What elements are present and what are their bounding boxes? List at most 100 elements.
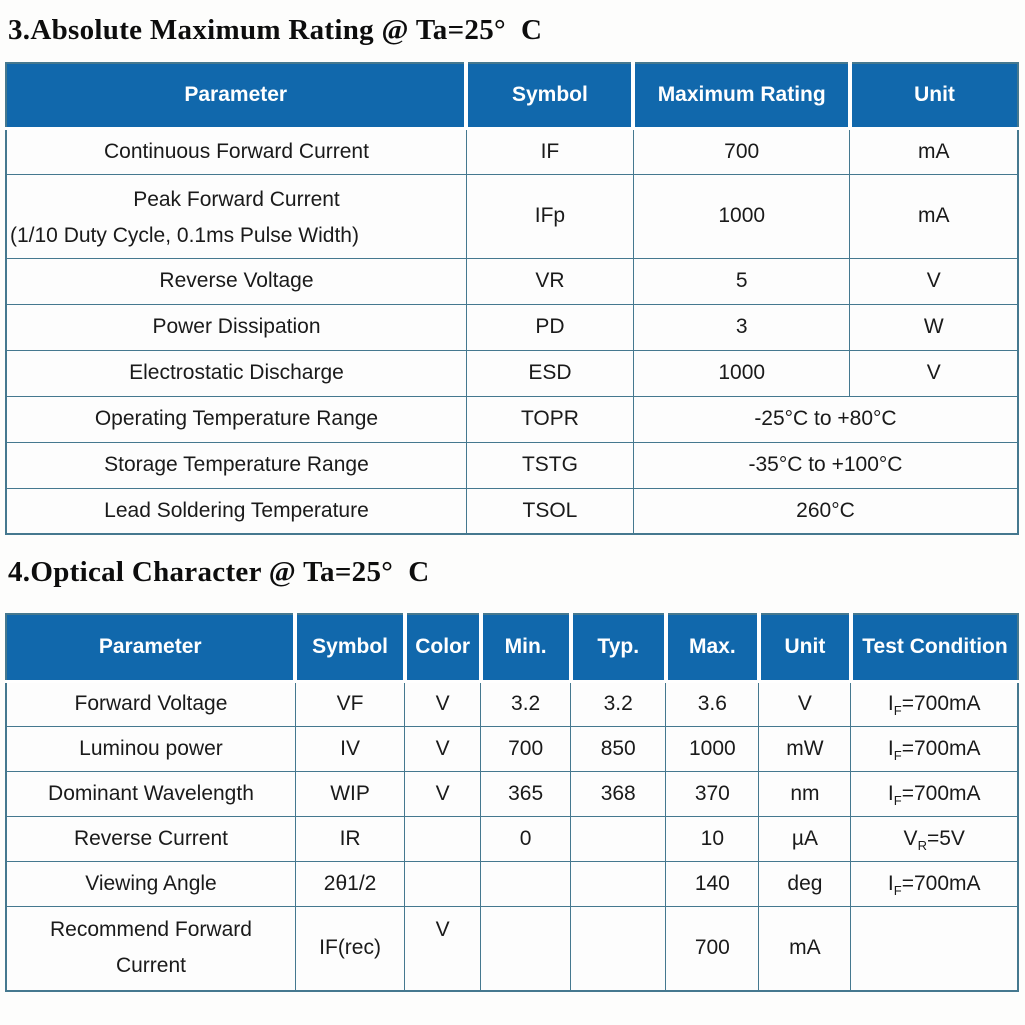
- typ-cell: [570, 815, 667, 862]
- min-cell: 3.2: [480, 680, 572, 727]
- table-row: Luminou power IV V 700 850 1000 mW IF=70…: [5, 725, 1019, 772]
- min-cell: [480, 905, 572, 992]
- test-condition-cell: IF=700mA: [850, 770, 1019, 817]
- parameter-cell: Recommend Forward Current: [5, 905, 296, 992]
- unit-cell: mW: [758, 725, 852, 772]
- test-condition-subscript: F: [893, 747, 902, 763]
- column-header-parameter: Parameter: [6, 614, 296, 683]
- parameter-cell: Dominant Wavelength: [5, 770, 296, 817]
- test-condition-text: =700mA: [901, 736, 981, 760]
- column-header-parameter: Parameter: [6, 63, 467, 130]
- parameter-cell: Reverse Current: [5, 815, 296, 862]
- test-condition-text: =5V: [926, 826, 965, 850]
- test-condition-cell: IF=700mA: [850, 725, 1019, 772]
- parameter-cell: Reverse Voltage: [5, 257, 467, 305]
- test-condition-subscript: F: [893, 792, 902, 808]
- table-row: Recommend Forward Current IF(rec) V 700 …: [5, 905, 1019, 992]
- typ-cell: [570, 905, 667, 992]
- symbol-cell: IF(rec): [294, 905, 406, 992]
- symbol-cell: PD: [465, 303, 634, 351]
- symbol-cell: IFp: [465, 173, 634, 259]
- max-cell: 1000: [665, 725, 760, 772]
- color-cell: [404, 815, 482, 862]
- test-condition-text: =700mA: [901, 781, 981, 805]
- symbol-cell: IV: [294, 725, 406, 772]
- parameter-cell: Lead Soldering Temperature: [5, 487, 467, 535]
- test-condition-text: V: [903, 826, 918, 850]
- symbol-cell: VF: [294, 680, 406, 727]
- symbol-cell: VR: [465, 257, 634, 305]
- color-cell: V: [404, 905, 482, 992]
- rating-span-cell: -25°C to +80°C: [632, 395, 1019, 443]
- parameter-cell: Electrostatic Discharge: [5, 349, 467, 397]
- unit-cell: V: [758, 680, 852, 727]
- test-condition-text: =700mA: [901, 692, 981, 715]
- section-title-optical-character: 4.Optical Character @ Ta=25° C: [8, 556, 430, 588]
- absolute-maximum-rating-table: Parameter Symbol Maximum Rating Unit Con…: [5, 62, 1019, 535]
- max-cell: 10: [665, 815, 760, 862]
- typ-cell: [570, 860, 667, 907]
- table-header-row: Parameter Symbol Maximum Rating Unit: [6, 63, 1018, 130]
- symbol-cell: IF: [465, 127, 634, 175]
- datasheet-page: 3.Absolute Maximum Rating @ Ta=25° C Par…: [5, 14, 1019, 992]
- rating-cell: 700: [632, 127, 851, 175]
- table-row: Power Dissipation PD 3 W: [5, 303, 1019, 351]
- optical-character-table: Parameter Symbol Color Min. Typ. Max. Un…: [5, 613, 1019, 992]
- unit-cell: V: [849, 257, 1019, 305]
- unit-cell: mA: [849, 127, 1019, 175]
- min-cell: 700: [480, 725, 572, 772]
- column-header-min: Min.: [478, 614, 571, 683]
- column-header-maximum-rating: Maximum Rating: [631, 63, 850, 130]
- column-header-unit: Unit: [847, 63, 1018, 130]
- parameter-cell: Peak Forward Current (1/10 Duty Cycle, 0…: [5, 173, 467, 259]
- column-header-color: Color: [402, 614, 481, 683]
- test-condition-text: =700mA: [901, 871, 981, 895]
- color-cell: V: [404, 725, 482, 772]
- max-cell: 370: [665, 770, 760, 817]
- rating-span-cell: 260°C: [632, 487, 1019, 535]
- max-cell: 700: [665, 905, 760, 992]
- symbol-cell: WIP: [294, 770, 406, 817]
- test-condition-subscript: R: [917, 837, 927, 853]
- table-row: Peak Forward Current (1/10 Duty Cycle, 0…: [5, 173, 1019, 259]
- parameter-line2: Current: [115, 954, 186, 978]
- min-cell: 0: [480, 815, 572, 862]
- unit-cell: V: [849, 349, 1019, 397]
- table-row: Dominant Wavelength WIP V 365 368 370 nm…: [5, 770, 1019, 817]
- color-cell: V: [404, 770, 482, 817]
- typ-cell: 3.2: [570, 680, 667, 727]
- parameter-cell: Power Dissipation: [5, 303, 467, 351]
- parameter-cell: Operating Temperature Range: [5, 395, 467, 443]
- parameter-cell: Luminou power: [5, 725, 296, 772]
- table-row: Reverse Voltage VR 5 V: [5, 257, 1019, 305]
- symbol-cell: ESD: [465, 349, 634, 397]
- parameter-line1: Peak Forward Current: [133, 187, 340, 211]
- table-row: Lead Soldering Temperature TSOL 260°C: [5, 487, 1019, 535]
- column-header-test-condition: Test Condition: [848, 614, 1018, 683]
- column-header-symbol: Symbol: [293, 614, 405, 683]
- test-condition-text: I: [887, 692, 894, 715]
- table-row: Viewing Angle 2θ1/2 140 deg IF=700mA: [5, 860, 1019, 907]
- typ-cell: 368: [570, 770, 667, 817]
- rating-span-cell: -35°C to +100°C: [632, 441, 1019, 489]
- test-condition-text: I: [887, 781, 894, 805]
- color-cell: [404, 860, 482, 907]
- symbol-cell: IR: [294, 815, 406, 862]
- section-title-absolute-maximum-rating: 3.Absolute Maximum Rating @ Ta=25° C: [8, 14, 543, 46]
- table-row: Forward Voltage VF V 3.2 3.2 3.6 V IF=70…: [5, 680, 1019, 727]
- rating-cell: 1000: [632, 349, 851, 397]
- symbol-cell: TSOL: [465, 487, 634, 535]
- table-row: Reverse Current IR 0 10 µA VR=5V: [5, 815, 1019, 862]
- unit-cell: mA: [849, 173, 1019, 259]
- max-cell: 3.6: [665, 680, 760, 727]
- symbol-cell: 2θ1/2: [294, 860, 406, 907]
- parameter-cell: Forward Voltage: [5, 680, 296, 727]
- min-cell: 365: [480, 770, 572, 817]
- test-condition-cell: IF=700mA: [850, 680, 1019, 727]
- rating-cell: 3: [632, 303, 851, 351]
- table-row: Continuous Forward Current IF 700 mA: [5, 127, 1019, 175]
- test-condition-cell: IF=700mA: [850, 860, 1019, 907]
- test-condition-subscript: F: [893, 703, 902, 719]
- parameter-cell: Storage Temperature Range: [5, 441, 467, 489]
- column-header-typ: Typ.: [568, 614, 666, 683]
